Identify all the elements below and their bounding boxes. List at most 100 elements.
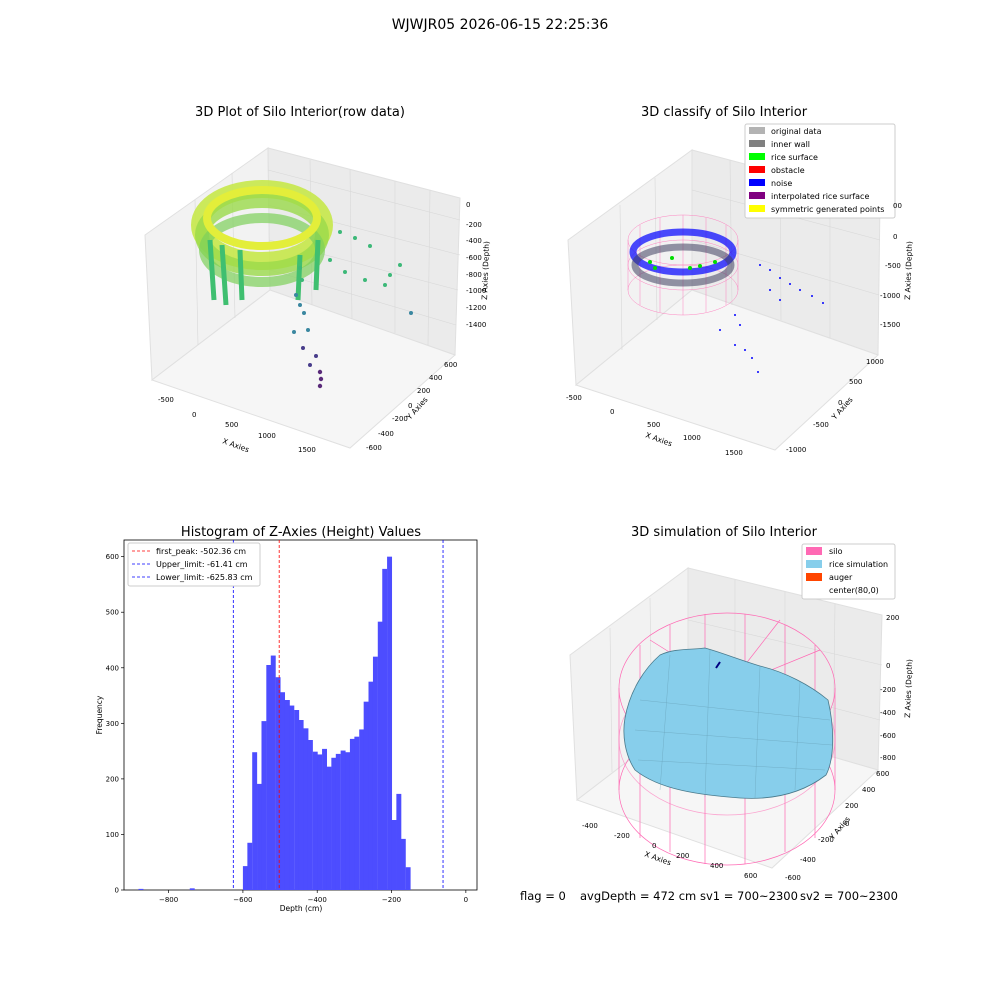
- histogram-bar-15: [303, 728, 309, 890]
- histogram-y-tick-1: 100: [106, 831, 119, 839]
- histogram-bar-24: [345, 752, 351, 890]
- plot2-legend-label-1: inner wall: [771, 140, 810, 149]
- histogram-x-tick-2: −400: [308, 896, 327, 904]
- footer-flag: flag = 0: [520, 889, 566, 903]
- svg-text:0: 0: [886, 662, 890, 670]
- svg-text:-200: -200: [392, 415, 408, 423]
- plot1-pane-floor: [150, 289, 456, 449]
- plot4-legend-swatch-0: [806, 547, 822, 555]
- plot1-title: 3D Plot of Silo Interior(row data): [195, 105, 405, 120]
- histogram-y-tick-6: 600: [106, 553, 119, 561]
- histogram-bar-27: [359, 729, 365, 890]
- svg-text:-600: -600: [466, 254, 482, 262]
- svg-text:-400: -400: [800, 856, 816, 864]
- histogram-legend-label-0: first_peak: -502.36 cm: [156, 547, 246, 556]
- footer-sv1: sv1 = 700~2300: [700, 889, 798, 903]
- footer-sv2: sv2 = 700~2300: [800, 889, 898, 903]
- svg-text:-200: -200: [818, 836, 834, 844]
- histogram-legend-label-1: Upper_limit: -61.41 cm: [156, 560, 248, 569]
- svg-text:-500: -500: [885, 262, 901, 270]
- histogram-bar-36: [400, 838, 406, 890]
- plot2-title: 3D classify of Silo Interior: [641, 105, 808, 120]
- svg-text:-200: -200: [466, 221, 482, 229]
- plot2-classified-points: [629, 228, 824, 373]
- histogram-x-ticks: −800 −600 −400 −200 0: [159, 890, 468, 904]
- histogram-x-tick-1: −600: [233, 896, 252, 904]
- histogram-bar-25: [349, 738, 355, 890]
- svg-text:-1400: -1400: [466, 321, 486, 329]
- plot1-zlabel: Z Axies (Depth): [480, 241, 491, 300]
- plot2-legend-swatch-4: [749, 179, 765, 186]
- histogram-legend-label-2: Lower_limit: -625.83 cm: [156, 573, 253, 582]
- plot2-legend-swatch-5: [749, 192, 765, 199]
- histogram-bar-1: [189, 888, 195, 890]
- plot4-legend-label-1: rice simulation: [829, 560, 888, 569]
- plot2-legend-swatch-1: [749, 140, 765, 147]
- svg-text:1000: 1000: [683, 434, 701, 442]
- svg-text:600: 600: [876, 770, 889, 778]
- plot2-xlabel: X Axies: [644, 430, 673, 448]
- svg-text:1500: 1500: [298, 446, 316, 454]
- plot4-z-ticks: 200 0 -200 -400 -600 -800: [880, 614, 899, 762]
- plot4-legend-swatch-2: [806, 573, 822, 581]
- histogram-x-tick-0: −800: [159, 896, 178, 904]
- plot1-x-ticks: -500 0 500 1000 1500: [158, 396, 316, 454]
- svg-text:-1500: -1500: [880, 321, 900, 329]
- svg-text:-400: -400: [378, 430, 394, 438]
- plot4-legend: silo rice simulation auger center(80,0): [801, 543, 896, 600]
- histogram-bar-16: [307, 740, 313, 890]
- histogram-y-tick-4: 400: [106, 664, 119, 672]
- plot2-y-ticks: -1000 -500 0 500 1000: [786, 358, 884, 454]
- svg-text:400: 400: [862, 786, 875, 794]
- svg-text:200: 200: [676, 852, 689, 860]
- histogram-y-tick-0: 0: [115, 887, 119, 895]
- svg-text:-600: -600: [785, 874, 801, 882]
- svg-text:0: 0: [893, 233, 897, 241]
- histogram-y-tick-3: 300: [106, 720, 119, 728]
- histogram-bars: [138, 556, 411, 890]
- svg-text:200: 200: [886, 614, 899, 622]
- plot2-legend-swatch-3: [749, 166, 765, 173]
- histogram-bar-8: [270, 655, 276, 890]
- svg-text:-1000: -1000: [466, 287, 486, 295]
- histogram-bar-26: [354, 736, 360, 890]
- svg-text:0: 0: [610, 408, 614, 416]
- histogram-bar-22: [335, 753, 341, 890]
- histogram-bar-23: [340, 750, 346, 890]
- svg-text:00: 00: [893, 202, 902, 210]
- histogram-bar-11: [284, 700, 290, 890]
- svg-text:-800: -800: [466, 271, 482, 279]
- plot4-rice-surface: [623, 647, 834, 799]
- histogram-bar-5: [257, 783, 262, 890]
- plot1-3d-raw: 3D Plot of Silo Interior(row data): [144, 105, 491, 454]
- svg-text:200: 200: [417, 387, 430, 395]
- svg-text:200: 200: [845, 802, 858, 810]
- svg-text:600: 600: [444, 361, 457, 369]
- histogram-bar-10: [280, 692, 286, 890]
- histogram-bar-13: [294, 710, 300, 890]
- plot4-legend-label-3: center(80,0): [829, 586, 879, 595]
- histogram-title: Histogram of Z-Axies (Height) Values: [181, 525, 421, 540]
- svg-text:1500: 1500: [725, 449, 743, 457]
- svg-text:-1200: -1200: [466, 304, 486, 312]
- figure-title: WJWJR05 2026-06-15 22:25:36: [391, 17, 609, 33]
- histogram-ylabel: Frequency: [95, 695, 104, 734]
- histogram-bar-9: [275, 677, 281, 890]
- plot2-3d-classify: 3D classify of Silo Interior: [566, 105, 914, 457]
- plot2-legend-label-4: noise: [771, 179, 792, 188]
- svg-text:500: 500: [647, 421, 660, 429]
- plot2-legend-swatch-2: [749, 153, 765, 160]
- plot2-legend-label-3: obstacle: [771, 166, 805, 175]
- histogram-bar-19: [322, 748, 327, 890]
- plot2-legend-swatch-0: [749, 127, 765, 134]
- plot2-legend: original data inner wall rice surface obsta…: [744, 123, 896, 219]
- svg-text:500: 500: [225, 421, 238, 429]
- plot2-zlabel: Z Axies (Depth): [903, 241, 914, 300]
- histogram-bar-12: [289, 705, 295, 890]
- svg-text:-400: -400: [582, 822, 598, 830]
- histogram-bar-4: [252, 752, 258, 890]
- svg-text:0: 0: [838, 399, 842, 407]
- histogram-bar-37: [405, 867, 411, 890]
- svg-text:1000: 1000: [258, 432, 276, 440]
